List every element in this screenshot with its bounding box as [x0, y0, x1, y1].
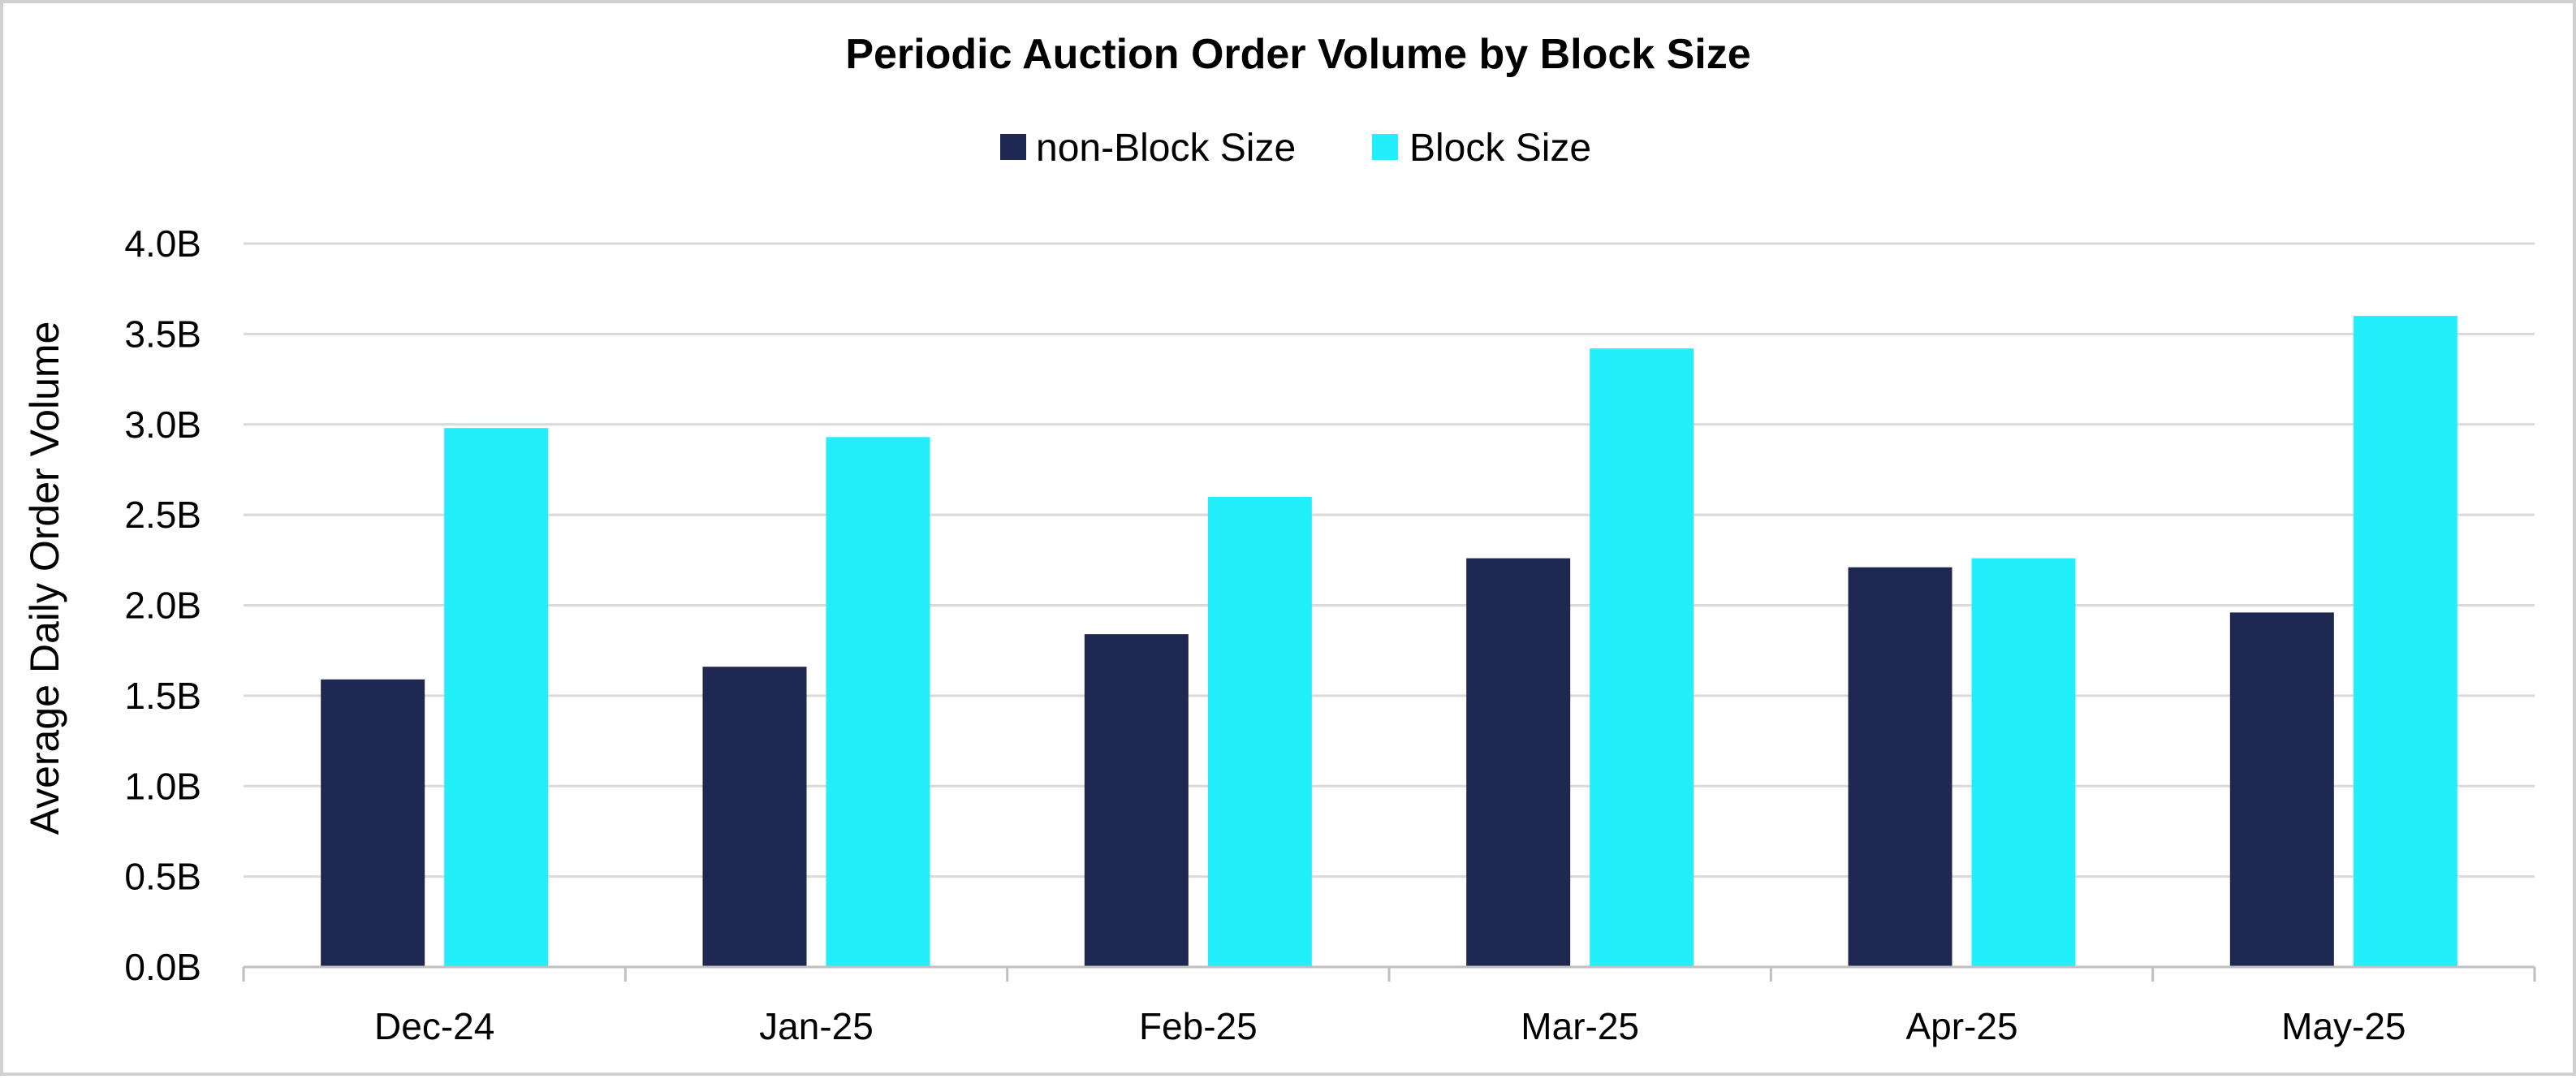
bar-block-size-jan-25 — [826, 437, 930, 967]
legend-label-non-block-size: non-Block Size — [1036, 127, 1296, 170]
bar-non-block-size-mar-25 — [1466, 558, 1571, 967]
bar-non-block-size-dec-24 — [321, 679, 425, 967]
legend: non-Block Size Block Size — [1000, 127, 1591, 170]
y-tick-label: 4.0B — [124, 222, 201, 265]
x-tick-label: Jan-25 — [759, 1005, 874, 1047]
bar-block-size-dec-24 — [444, 428, 549, 967]
chart-svg: Periodic Auction Order Volume by Block S… — [22, 31, 2536, 1047]
legend-label-block-size: Block Size — [1409, 127, 1591, 170]
x-tick-label: Feb-25 — [1139, 1005, 1258, 1047]
x-tick-labels: Dec-24 Jan-25 Feb-25 Mar-25 Apr-25 May-25 — [374, 1005, 2406, 1047]
y-tick-label: 2.5B — [124, 494, 201, 536]
y-tick-label: 1.5B — [124, 675, 201, 717]
y-tick-label: 0.0B — [124, 946, 201, 988]
x-axis — [242, 965, 2536, 982]
y-tick-labels: 0.0B 0.5B 1.0B 1.5B 2.0B 2.5B 3.0B 3.5B 4.0B — [124, 222, 201, 988]
bar-block-size-mar-25 — [1590, 348, 1694, 967]
bars — [321, 316, 2457, 968]
bar-non-block-size-may-25 — [2229, 612, 2334, 967]
y-tick-label: 1.0B — [124, 765, 201, 807]
legend-swatch-non-block-size — [1000, 134, 1026, 160]
y-tick-label: 2.0B — [124, 585, 201, 627]
legend-swatch-block-size — [1372, 134, 1398, 160]
x-tick-label: Mar-25 — [1521, 1005, 1639, 1047]
y-axis-title: Average Daily Order Volume — [22, 322, 67, 835]
gridlines — [244, 242, 2535, 878]
bar-non-block-size-jan-25 — [702, 667, 807, 967]
bar-block-size-apr-25 — [1971, 558, 2076, 967]
y-tick-label: 3.5B — [124, 313, 201, 355]
chart-title: Periodic Auction Order Volume by Block S… — [845, 31, 1750, 78]
y-tick-label: 3.0B — [124, 404, 201, 446]
bar-non-block-size-apr-25 — [1848, 567, 1952, 967]
bar-block-size-feb-25 — [1207, 496, 1312, 967]
bar-non-block-size-feb-25 — [1084, 634, 1189, 967]
x-tick-label: Dec-24 — [374, 1005, 494, 1047]
y-tick-label: 0.5B — [124, 856, 201, 898]
x-tick-label: May-25 — [2281, 1005, 2406, 1047]
bar-block-size-may-25 — [2353, 316, 2457, 968]
x-tick-label: Apr-25 — [1905, 1005, 2017, 1047]
